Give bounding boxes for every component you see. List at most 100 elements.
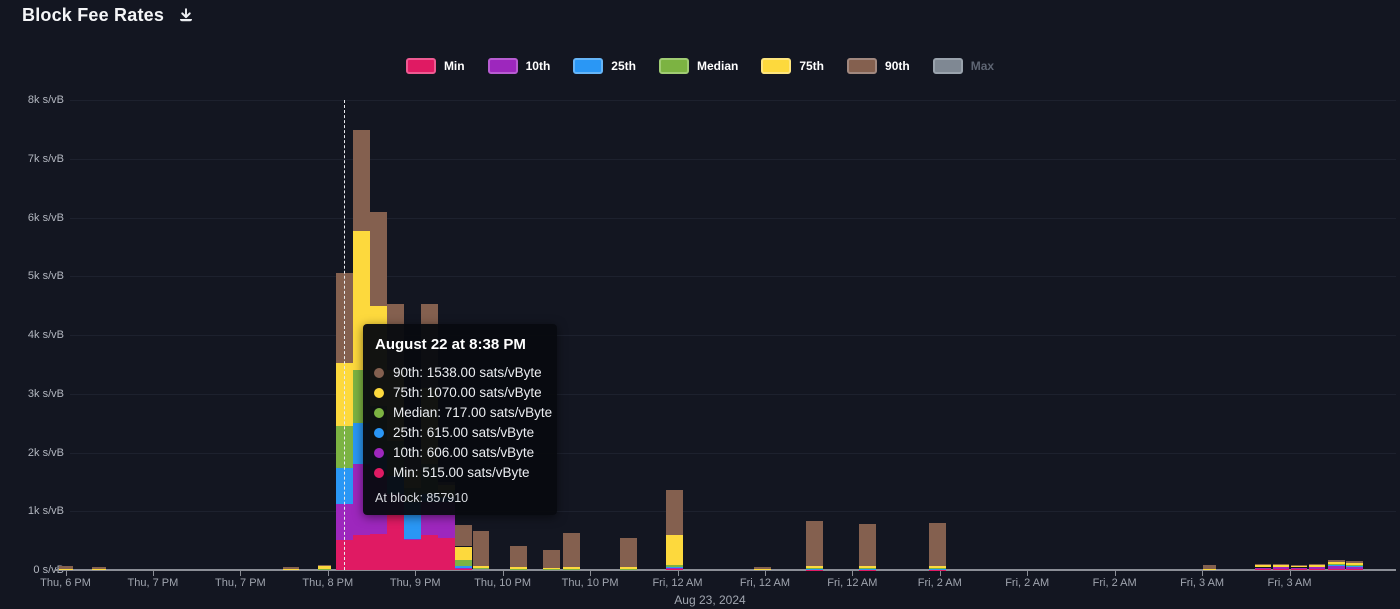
legend-item-p25[interactable]: 25th <box>573 58 636 74</box>
bar-segment-p90[interactable] <box>370 211 387 306</box>
bar-segment-median[interactable] <box>1327 564 1345 566</box>
y-axis-label: 6k s/vB <box>27 211 64 224</box>
bar-segment-p10[interactable] <box>1309 567 1325 570</box>
bar-segment-min[interactable] <box>455 568 472 570</box>
bar-segment-p90[interactable] <box>542 550 560 568</box>
tooltip-series-dot <box>374 408 384 418</box>
legend-item-max[interactable]: Max <box>932 58 994 74</box>
bar-segment-p75[interactable] <box>473 566 489 569</box>
bar-segment-p90[interactable] <box>353 129 370 231</box>
bar-segment-min[interactable] <box>404 539 421 570</box>
bar-segment-p90[interactable] <box>509 545 527 568</box>
bar-segment-min[interactable] <box>1309 569 1325 570</box>
legend-item-min[interactable]: Min <box>405 58 465 74</box>
x-axis-label: Thu, 7 PM <box>214 577 266 589</box>
bar-segment-median[interactable] <box>1345 565 1363 566</box>
bar-segment-min[interactable] <box>1345 569 1363 570</box>
bar-segment-p75[interactable] <box>92 569 106 570</box>
bar-segment-median[interactable] <box>805 567 823 569</box>
bar-segment-median[interactable] <box>562 568 580 570</box>
bar-segment-min[interactable] <box>387 514 404 570</box>
bar-segment-p90[interactable] <box>59 566 73 569</box>
bar-segment-p10[interactable] <box>1255 567 1271 570</box>
bar-segment-p75[interactable] <box>665 535 683 565</box>
bar-segment-p90[interactable] <box>1309 563 1325 565</box>
bar-segment-p75[interactable] <box>1255 565 1271 568</box>
bar-segment-p90[interactable] <box>92 567 106 570</box>
bar-segment-p90[interactable] <box>1255 564 1271 565</box>
bar-segment-min[interactable] <box>421 534 438 570</box>
bar-segment-p10[interactable] <box>455 567 472 569</box>
bar-segment-min[interactable] <box>438 538 455 570</box>
bar-segment-p90[interactable] <box>1345 561 1363 563</box>
legend-item-p90[interactable]: 90th <box>847 58 910 74</box>
bar-segment-median[interactable] <box>455 560 472 566</box>
bar-segment-p75[interactable] <box>1327 561 1345 565</box>
bar-segment-p90[interactable] <box>619 537 637 568</box>
bar-segment-p25[interactable] <box>455 565 472 568</box>
bar-segment-p90[interactable] <box>317 565 331 566</box>
bar-segment-median[interactable] <box>542 568 560 570</box>
gridline-6k <box>70 217 1396 219</box>
bar-segment-p90[interactable] <box>1202 565 1216 569</box>
bar-segment-min[interactable] <box>1327 569 1345 570</box>
bar-segment-p10[interactable] <box>1327 565 1345 570</box>
bar-segment-p25[interactable] <box>1345 565 1363 567</box>
bar-segment-p90[interactable] <box>283 566 299 570</box>
bar-segment-p75[interactable] <box>805 566 823 568</box>
legend-item-p10[interactable]: 10th <box>487 58 551 74</box>
bar-segment-p75[interactable] <box>928 566 946 568</box>
download-button[interactable] <box>177 7 195 25</box>
bar-segment-p75[interactable] <box>509 567 527 569</box>
bar-segment-p10[interactable] <box>1273 567 1289 570</box>
bar-segment-p10[interactable] <box>404 538 421 540</box>
legend-item-p75[interactable]: 75th <box>761 58 824 74</box>
bar-segment-p75[interactable] <box>59 568 73 570</box>
bar-segment-p90[interactable] <box>562 532 580 567</box>
bar-segment-p75[interactable] <box>1202 568 1216 570</box>
bar-segment-p90[interactable] <box>928 522 946 566</box>
bar-segment-p90[interactable] <box>858 524 876 566</box>
bar-segment-median[interactable] <box>858 567 876 569</box>
bar-segment-p90[interactable] <box>665 490 683 536</box>
bar-segment-p75[interactable] <box>753 568 771 570</box>
bar-segment-p90[interactable] <box>473 531 489 567</box>
legend-item-median[interactable]: Median <box>658 58 738 74</box>
bar-segment-p25[interactable] <box>665 567 683 569</box>
bar-segment-p75[interactable] <box>858 566 876 568</box>
bar-segment-min[interactable] <box>1291 569 1307 570</box>
bar-segment-median[interactable] <box>619 568 637 570</box>
legend-label-p10: 10th <box>525 59 551 73</box>
bar-segment-p90[interactable] <box>1327 560 1345 562</box>
bar-segment-min[interactable] <box>370 533 387 570</box>
bar-segment-min[interactable] <box>353 534 370 570</box>
bar-segment-p75[interactable] <box>1345 562 1363 565</box>
bar-segment-min[interactable] <box>1255 569 1271 570</box>
bar-segment-p75[interactable] <box>317 565 331 569</box>
bar-segment-min[interactable] <box>1273 569 1289 570</box>
bar-segment-p90[interactable] <box>455 524 472 547</box>
bar-segment-p90[interactable] <box>805 520 823 566</box>
bar-segment-min[interactable] <box>665 569 683 570</box>
bar-segment-p75[interactable] <box>1309 564 1325 567</box>
bar-segment-median[interactable] <box>665 565 683 568</box>
bar-segment-median[interactable] <box>509 568 527 570</box>
bar-segment-median[interactable] <box>473 568 489 570</box>
bar-segment-p10[interactable] <box>665 568 683 570</box>
bar-segment-p75[interactable] <box>1291 565 1307 568</box>
y-axis-label: 8k s/vB <box>27 94 64 106</box>
bar-segment-p90[interactable] <box>753 567 771 569</box>
bar-segment-p10[interactable] <box>1291 567 1307 570</box>
bar-segment-p75[interactable] <box>455 546 472 560</box>
bar-segment-median[interactable] <box>928 567 946 569</box>
bar-segment-p25[interactable] <box>1327 565 1345 566</box>
bar-segment-p10[interactable] <box>1345 566 1363 570</box>
bar-segment-p75[interactable] <box>542 567 560 569</box>
bar-segment-p75[interactable] <box>283 569 299 570</box>
bar-segment-p75[interactable] <box>562 566 580 569</box>
bar-segment-p75[interactable] <box>1273 564 1289 567</box>
bar-segment-p90[interactable] <box>1273 563 1289 565</box>
bar-segment-p75[interactable] <box>619 567 637 569</box>
bar-segment-median[interactable] <box>317 568 331 570</box>
